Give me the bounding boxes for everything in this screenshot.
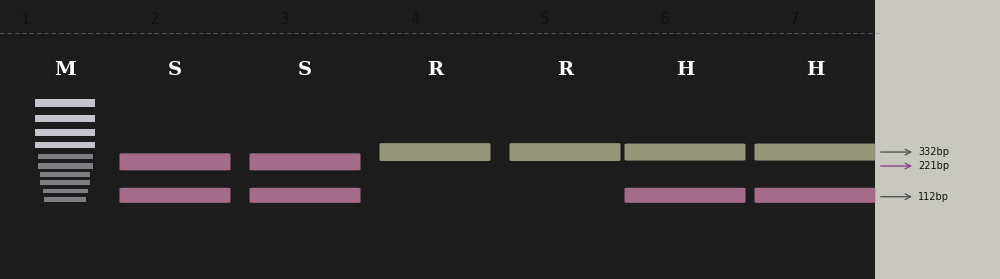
FancyBboxPatch shape: [755, 143, 876, 161]
Text: 7: 7: [790, 12, 800, 27]
FancyBboxPatch shape: [250, 188, 360, 203]
FancyBboxPatch shape: [120, 153, 230, 170]
FancyBboxPatch shape: [755, 188, 876, 203]
Text: 112bp: 112bp: [918, 192, 949, 202]
Bar: [35, 99, 95, 107]
Text: R: R: [557, 61, 573, 79]
FancyBboxPatch shape: [120, 188, 230, 203]
Bar: [35, 129, 95, 136]
Text: 221bp: 221bp: [918, 161, 949, 171]
Text: 1: 1: [20, 12, 30, 27]
Text: M: M: [54, 61, 76, 79]
Bar: [38, 163, 92, 169]
FancyBboxPatch shape: [624, 143, 746, 161]
Text: S: S: [168, 61, 182, 79]
Text: 2: 2: [150, 12, 160, 27]
Text: 332bp: 332bp: [918, 147, 949, 157]
Text: 3: 3: [280, 12, 290, 27]
Text: 6: 6: [660, 12, 670, 27]
FancyBboxPatch shape: [380, 143, 490, 161]
Text: R: R: [427, 61, 443, 79]
Text: 4: 4: [410, 12, 420, 27]
Text: 5: 5: [540, 12, 550, 27]
Text: H: H: [676, 61, 694, 79]
FancyBboxPatch shape: [250, 153, 360, 170]
FancyBboxPatch shape: [624, 188, 746, 203]
Text: H: H: [806, 61, 824, 79]
Bar: [35, 115, 95, 122]
Bar: [40, 181, 90, 185]
Bar: [42, 189, 88, 193]
FancyBboxPatch shape: [509, 143, 620, 161]
Bar: [0, 0, 875, 279]
Bar: [35, 142, 95, 148]
Bar: [44, 197, 86, 202]
Bar: [40, 172, 90, 177]
Bar: [38, 154, 92, 159]
Text: S: S: [298, 61, 312, 79]
